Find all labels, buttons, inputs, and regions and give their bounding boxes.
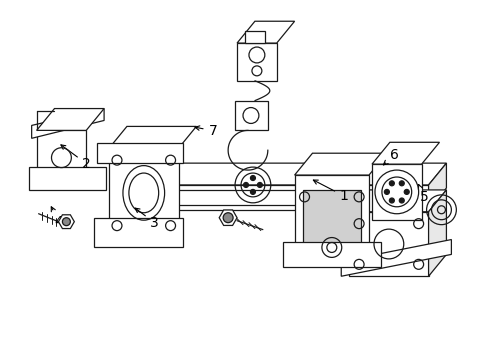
Text: 1: 1 xyxy=(313,180,348,203)
Circle shape xyxy=(384,189,388,194)
Circle shape xyxy=(223,213,233,223)
Text: 7: 7 xyxy=(195,124,217,138)
Circle shape xyxy=(257,183,262,188)
Polygon shape xyxy=(237,21,294,43)
Text: 4: 4 xyxy=(51,207,63,229)
Polygon shape xyxy=(348,190,446,212)
Polygon shape xyxy=(348,212,427,276)
Circle shape xyxy=(399,198,404,203)
Polygon shape xyxy=(237,43,276,81)
Polygon shape xyxy=(427,190,446,276)
Polygon shape xyxy=(294,175,368,260)
Polygon shape xyxy=(109,126,196,148)
Circle shape xyxy=(399,181,404,186)
Circle shape xyxy=(388,181,393,186)
Circle shape xyxy=(388,198,393,203)
Text: 5: 5 xyxy=(418,184,427,204)
Text: 6: 6 xyxy=(383,148,399,165)
Polygon shape xyxy=(131,163,446,185)
Circle shape xyxy=(250,176,255,180)
Circle shape xyxy=(62,218,70,226)
Text: 3: 3 xyxy=(135,208,159,230)
Circle shape xyxy=(250,189,255,194)
Polygon shape xyxy=(219,210,237,225)
Polygon shape xyxy=(427,163,446,210)
Polygon shape xyxy=(294,153,386,175)
Polygon shape xyxy=(97,143,183,163)
Polygon shape xyxy=(37,130,86,185)
Polygon shape xyxy=(371,142,439,164)
Polygon shape xyxy=(29,167,106,190)
Text: 2: 2 xyxy=(61,145,91,171)
Polygon shape xyxy=(131,185,427,210)
Polygon shape xyxy=(371,164,421,220)
Polygon shape xyxy=(94,218,183,247)
Polygon shape xyxy=(59,215,74,229)
Polygon shape xyxy=(282,242,380,267)
Polygon shape xyxy=(244,31,264,43)
Polygon shape xyxy=(32,109,104,138)
Circle shape xyxy=(243,183,248,188)
Polygon shape xyxy=(37,109,104,130)
Polygon shape xyxy=(302,190,360,249)
Polygon shape xyxy=(109,148,178,238)
Polygon shape xyxy=(341,239,450,276)
Polygon shape xyxy=(235,100,267,130)
Circle shape xyxy=(404,189,408,194)
